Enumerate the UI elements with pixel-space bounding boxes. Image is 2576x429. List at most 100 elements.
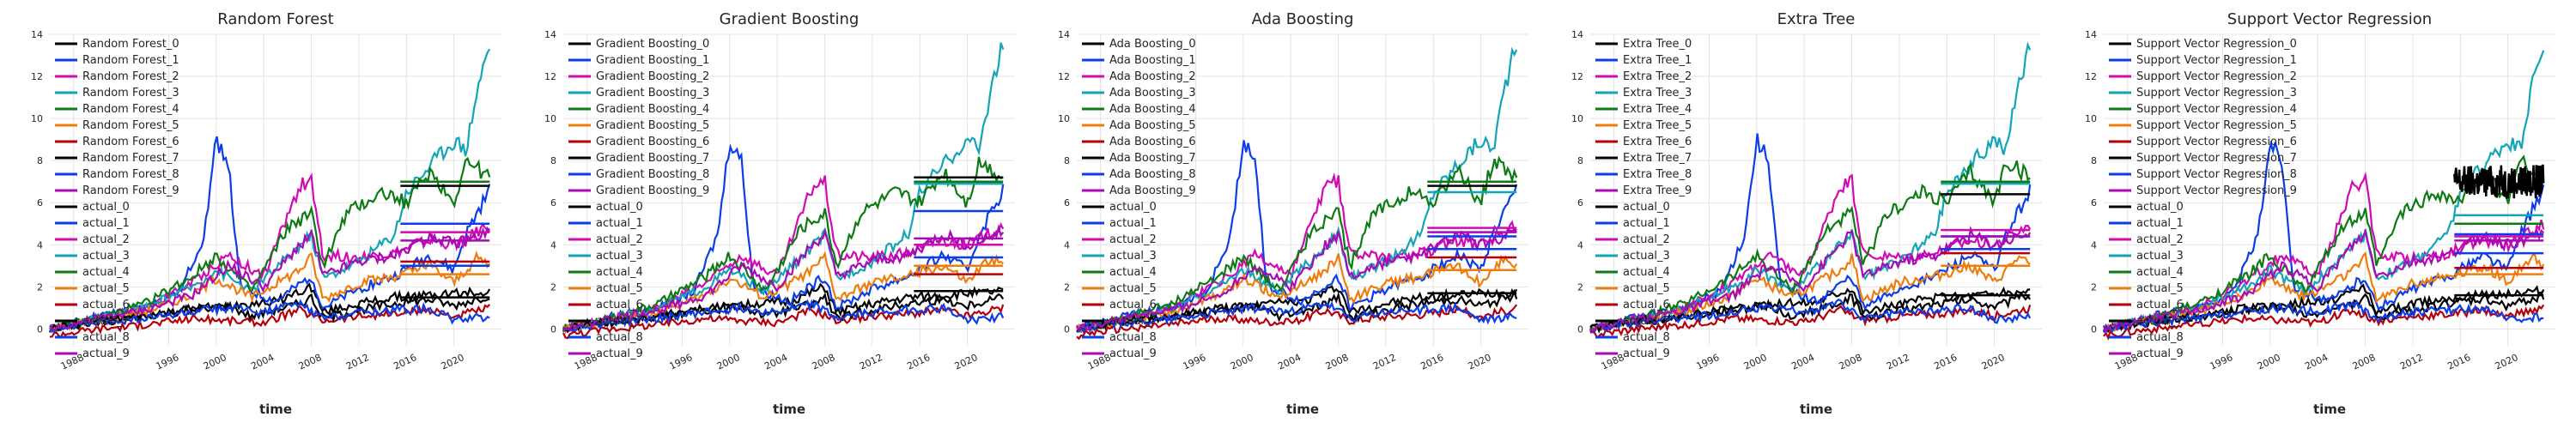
- legend-label: actual_5: [82, 282, 130, 295]
- actual-line-9: [1589, 225, 2032, 333]
- y-tick-label: 14: [2085, 29, 2097, 40]
- y-tick-label: 10: [2085, 113, 2097, 124]
- legend-label: actual_0: [1109, 201, 1157, 214]
- legend-label: Support Vector Regression_1: [2136, 54, 2297, 67]
- actual-line-8: [49, 299, 490, 334]
- x-tick-label: 2004: [1276, 352, 1303, 372]
- y-tick-label: 2: [1577, 281, 1583, 293]
- y-tick-label: 0: [37, 323, 43, 335]
- y-tick-label: 10: [544, 113, 556, 124]
- y-tick-label: 6: [550, 197, 556, 208]
- legend-label: Ada Boosting_6: [1109, 136, 1196, 148]
- legend-label: Gradient Boosting_3: [596, 87, 709, 100]
- x-axis-label: time: [259, 402, 292, 417]
- legend-label: actual_1: [1109, 217, 1157, 230]
- legend-label: actual_6: [2136, 299, 2184, 311]
- y-tick-label: 10: [1058, 113, 1070, 124]
- y-tick-label: 12: [2085, 71, 2097, 82]
- legend-label: actual_8: [1623, 331, 1670, 344]
- chart-panel-1: Gradient Boosting 0 2 4 6 8 10 12 14 1988 1996 2000…: [544, 10, 1015, 417]
- x-tick-label: 1988: [573, 352, 599, 372]
- x-tick-label: 1988: [1086, 352, 1113, 372]
- actual-line-9: [1076, 227, 1518, 333]
- x-tick-label: 2000: [202, 352, 228, 372]
- legend-label: actual_0: [2136, 201, 2184, 214]
- legend-label: actual_7: [1623, 315, 1670, 328]
- y-tick-label: 10: [31, 113, 43, 124]
- actual-line-6: [1589, 304, 2032, 339]
- y-tick-label: 8: [1577, 155, 1583, 166]
- legend-label: Random Forest_8: [82, 168, 179, 181]
- y-tick-label: 12: [1058, 71, 1070, 82]
- actual-line-9: [49, 226, 491, 332]
- actual-line-8: [1076, 300, 1517, 335]
- legend-label: actual_2: [1109, 233, 1157, 246]
- actual-line-8: [2102, 299, 2544, 333]
- y-tick-label: 14: [1571, 29, 1583, 40]
- legend-label: actual_3: [1109, 250, 1157, 263]
- legend-label: Support Vector Regression_3: [2136, 87, 2297, 100]
- x-tick-label: 2020: [1467, 352, 1493, 372]
- legend-label: Random Forest_4: [82, 103, 179, 116]
- legend-label: Random Forest_9: [82, 184, 179, 197]
- legend-label: Ada Boosting_8: [1109, 168, 1196, 181]
- legend: Support Vector Regression_0 Support Vecto…: [2109, 38, 2297, 360]
- legend-label: actual_1: [2136, 217, 2184, 230]
- x-tick-label: 2016: [1419, 352, 1445, 372]
- x-tick-label: 2020: [1980, 352, 2007, 372]
- chart-panel-4: Support Vector Regression 0 2 4 6 8 10 12 14 1988…: [2085, 10, 2555, 417]
- x-tick-label: 2020: [2494, 352, 2520, 372]
- legend-label: Ada Boosting_1: [1109, 54, 1196, 67]
- x-tick-label: 2012: [1371, 352, 1398, 372]
- legend-label: actual_9: [1623, 347, 1670, 360]
- y-tick-label: 4: [1064, 239, 1070, 251]
- y-tick-label: 0: [550, 323, 556, 335]
- legend-label: actual_1: [596, 217, 643, 230]
- legend-label: Extra Tree_5: [1623, 119, 1692, 132]
- chart-title: Gradient Boosting: [720, 10, 860, 28]
- legend-label: Support Vector Regression_2: [2136, 70, 2297, 83]
- legend-label: actual_9: [596, 347, 643, 360]
- x-tick-label: 2012: [1885, 352, 1911, 372]
- legend: Extra Tree_0 Extra Tree_1 Extra Tree_2 Extr…: [1595, 38, 1692, 360]
- chart-panel-3: Extra Tree 0 2 4 6 8 10 12 14 1988 1996 2000 2004 200…: [1571, 10, 2042, 417]
- legend-label: Support Vector Regression_9: [2136, 184, 2297, 197]
- legend-label: Extra Tree_0: [1623, 38, 1692, 51]
- x-tick-label: 1996: [2208, 352, 2235, 372]
- legend-label: actual_0: [1623, 201, 1670, 214]
- actual-line-1: [1076, 140, 1518, 333]
- legend-label: actual_1: [82, 217, 130, 230]
- x-tick-label: 2012: [2398, 352, 2425, 372]
- legend: Random Forest_0 Random Forest_1 Random For…: [55, 38, 179, 360]
- y-tick-label: 4: [1577, 239, 1583, 251]
- legend-label: actual_2: [2136, 233, 2184, 246]
- legend-label: Ada Boosting_3: [1109, 87, 1196, 100]
- actual-line-6: [49, 304, 491, 339]
- legend-label: actual_4: [596, 266, 643, 279]
- legend-label: Extra Tree_9: [1623, 184, 1692, 197]
- legend-label: actual_2: [82, 233, 130, 246]
- x-tick-label: 1988: [1600, 352, 1626, 372]
- legend-label: Gradient Boosting_5: [596, 119, 709, 132]
- legend-label: Support Vector Regression_8: [2136, 168, 2297, 181]
- legend-label: actual_8: [596, 331, 643, 344]
- legend-label: actual_0: [596, 201, 643, 214]
- legend-label: Ada Boosting_4: [1109, 103, 1196, 116]
- x-tick-label: 1996: [1182, 352, 1208, 372]
- legend-label: actual_2: [596, 233, 643, 246]
- legend-label: actual_9: [2136, 347, 2184, 360]
- legend-label: actual_1: [1623, 217, 1670, 230]
- y-tick-label: 0: [2091, 323, 2097, 335]
- x-tick-label: 2004: [2303, 352, 2330, 372]
- y-tick-label: 2: [37, 281, 43, 293]
- legend-label: actual_5: [2136, 282, 2184, 295]
- legend-label: Random Forest_7: [82, 152, 179, 165]
- x-tick-label: 2016: [905, 352, 932, 372]
- legend: Ada Boosting_0 Ada Boosting_1 Ada Boosting…: [1082, 38, 1196, 360]
- y-tick-label: 12: [1571, 71, 1583, 82]
- actual-line-7: [562, 292, 1005, 332]
- legend-label: actual_7: [2136, 315, 2184, 328]
- legend-label: Random Forest_0: [82, 38, 179, 51]
- legend-label: Extra Tree_3: [1623, 87, 1692, 100]
- x-tick-label: 2008: [1324, 352, 1351, 372]
